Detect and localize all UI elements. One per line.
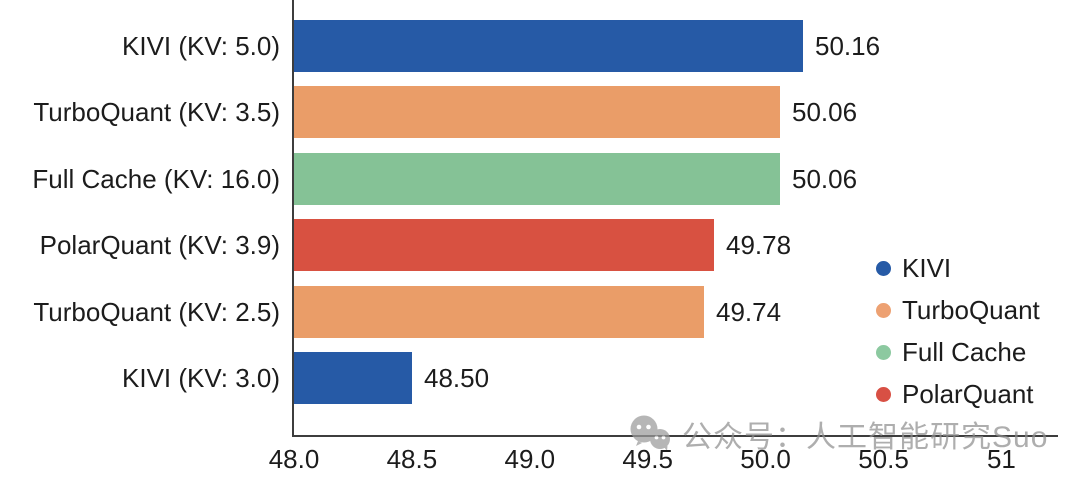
x-axis-tick-label: 49.0	[504, 444, 556, 474]
legend-color-dot	[876, 386, 891, 402]
category-label: TurboQuant (KV: 3.5)	[33, 97, 280, 128]
bar	[294, 352, 412, 404]
bar-value-label: 49.78	[726, 230, 792, 261]
bar	[294, 86, 780, 139]
bar-value-label: 50.06	[792, 97, 858, 128]
x-axis-tick-label: 48.5	[386, 444, 438, 474]
bar	[294, 219, 714, 272]
bar	[294, 285, 704, 338]
x-axis-tick-label: 51	[986, 444, 1016, 474]
x-axis-tick-label: 50.0	[740, 444, 791, 474]
legend-color-dot	[876, 260, 891, 276]
legend-entry-label: KIVI	[902, 252, 952, 283]
legend-entry: PolarQuant	[876, 373, 1040, 415]
category-label: KIVI (KV: 5.0)	[122, 31, 280, 61]
x-axis-tick-label: 49.5	[622, 444, 673, 474]
plot-area	[292, 0, 1058, 437]
legend-color-dot	[876, 344, 891, 360]
bar-value-label: 50.06	[792, 163, 858, 194]
bar-value-label: 50.16	[815, 31, 881, 61]
legend-entry: KIVI	[876, 247, 1040, 289]
legend-entry: Full Cache	[876, 331, 1040, 373]
bar-value-label: 48.50	[424, 363, 490, 393]
x-axis-tick-label: 50.5	[858, 444, 909, 474]
legend: KIVI TurboQuant Full Cache PolarQuant	[876, 247, 1040, 415]
category-label: Full Cache (KV: 16.0)	[32, 163, 280, 194]
legend-entry-label: PolarQuant	[902, 378, 1034, 409]
category-label: TurboQuant (KV: 2.5)	[33, 296, 280, 327]
category-label: KIVI (KV: 3.0)	[122, 363, 280, 393]
category-label: PolarQuant (KV: 3.9)	[39, 230, 280, 261]
bar-value-label: 49.74	[716, 296, 782, 327]
legend-entry-label: Full Cache	[902, 336, 1027, 367]
x-axis-tick-label: 48.0	[268, 444, 320, 474]
legend-entry: TurboQuant	[876, 289, 1040, 331]
bar	[294, 152, 780, 205]
bar	[294, 20, 803, 72]
legend-entry-label: TurboQuant	[902, 294, 1040, 325]
legend-color-dot	[876, 302, 891, 318]
